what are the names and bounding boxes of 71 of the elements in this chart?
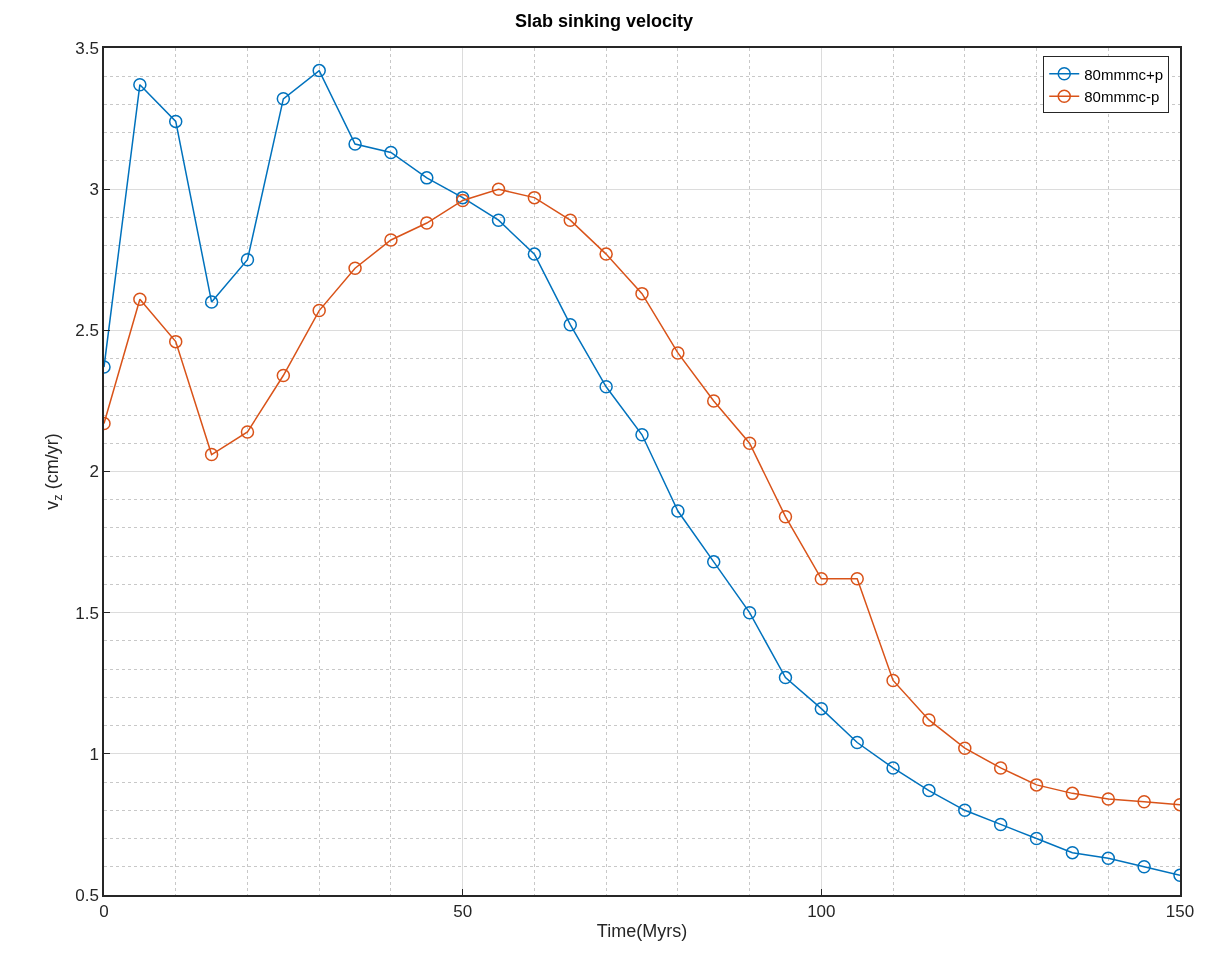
point	[742, 605, 757, 620]
y-tick-label: 1.5	[75, 603, 99, 623]
point	[706, 394, 721, 408]
point	[168, 114, 183, 129]
chart-title: Slab sinking velocity	[514, 11, 694, 32]
point	[599, 380, 613, 394]
point	[1065, 786, 1080, 801]
point	[886, 673, 900, 688]
point	[563, 317, 578, 332]
point	[1029, 778, 1044, 792]
point	[1029, 831, 1044, 846]
point	[276, 368, 291, 383]
y-tick-label: 3.5	[75, 38, 99, 58]
x-tick-label: 0	[99, 902, 109, 922]
point	[312, 63, 326, 78]
point	[312, 303, 326, 318]
point	[240, 253, 255, 267]
point	[527, 190, 542, 205]
point	[348, 261, 362, 275]
point	[599, 247, 613, 261]
point	[1065, 845, 1080, 860]
x-tick-label: 150	[1165, 902, 1195, 922]
point	[814, 701, 829, 716]
point	[348, 137, 362, 151]
point	[706, 555, 721, 569]
point	[993, 761, 1008, 775]
point	[204, 295, 219, 309]
point	[778, 670, 793, 685]
point	[922, 783, 936, 798]
point	[240, 425, 255, 439]
point	[168, 334, 183, 349]
point	[384, 233, 398, 247]
y-tick-label: 0.5	[75, 885, 99, 905]
point	[1137, 860, 1151, 874]
point	[204, 447, 219, 462]
legend-label: 80mmmc+p	[1084, 65, 1164, 83]
point	[671, 504, 685, 518]
point	[742, 436, 757, 451]
point	[563, 213, 578, 227]
y-tick-label: 3	[89, 180, 99, 200]
point	[491, 213, 506, 227]
point	[133, 77, 147, 92]
point	[922, 713, 936, 727]
point	[1101, 792, 1116, 806]
point	[958, 741, 972, 755]
x-tick-label: 50	[453, 902, 473, 922]
point	[276, 92, 291, 106]
point	[814, 572, 829, 586]
point	[993, 817, 1008, 832]
point	[958, 803, 972, 818]
point	[420, 216, 434, 230]
y-tick-label: 2	[89, 462, 99, 482]
point	[1137, 795, 1151, 809]
point	[850, 572, 864, 586]
point	[491, 182, 506, 196]
point	[133, 292, 147, 307]
point	[384, 145, 398, 160]
point	[420, 171, 434, 185]
y-tick-label: 2.5	[75, 321, 99, 341]
x-axis-title: Time(Myrs)	[596, 920, 688, 941]
point	[527, 247, 542, 261]
point	[850, 735, 864, 750]
point	[1101, 851, 1116, 866]
y-tick-label: 1	[89, 744, 99, 764]
legend-label: 80mmmc-p	[1084, 88, 1160, 106]
point	[635, 286, 649, 301]
point	[635, 428, 649, 442]
point	[671, 346, 685, 360]
point	[778, 509, 793, 524]
x-tick-label: 100	[807, 902, 836, 922]
point	[886, 761, 900, 775]
